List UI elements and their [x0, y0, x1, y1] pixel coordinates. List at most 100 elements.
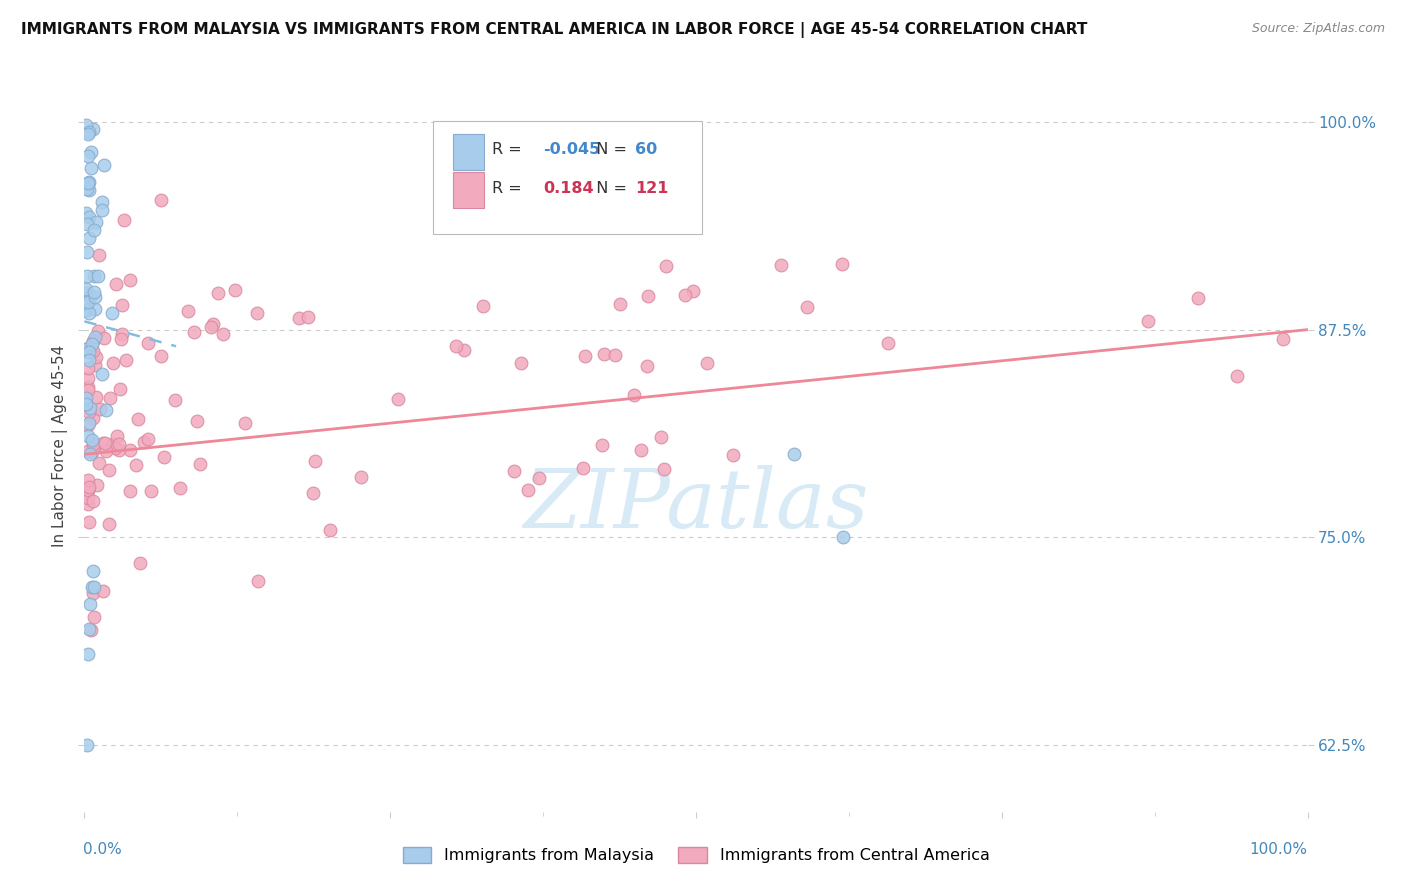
Point — [79, 306, 101, 320]
Point — [76, 268, 98, 283]
Text: 0.184: 0.184 — [543, 181, 593, 196]
Point — [82, 434, 104, 448]
Point — [650, 430, 672, 444]
Point — [91, 583, 114, 598]
Point — [224, 283, 246, 297]
Point — [96, 402, 118, 417]
Point — [82, 121, 104, 136]
Point — [682, 284, 704, 298]
Point — [111, 298, 134, 312]
Point — [80, 624, 103, 638]
Point — [605, 348, 627, 362]
Text: IMMIGRANTS FROM MALAYSIA VS IMMIGRANTS FROM CENTRAL AMERICA IN LABOR FORCE | AGE: IMMIGRANTS FROM MALAYSIA VS IMMIGRANTS F… — [21, 22, 1087, 38]
Point — [77, 353, 100, 368]
Point — [118, 273, 141, 287]
Point — [91, 367, 114, 381]
Text: 121: 121 — [636, 181, 668, 196]
Point — [136, 336, 159, 351]
Point — [77, 371, 100, 385]
Point — [87, 456, 110, 470]
Point — [444, 338, 467, 352]
Point — [83, 269, 105, 284]
Point — [673, 288, 696, 302]
Point — [83, 285, 105, 300]
Point — [318, 523, 340, 537]
Point — [637, 288, 659, 302]
Point — [623, 388, 645, 402]
Point — [120, 483, 142, 498]
Point — [83, 330, 105, 344]
Point — [77, 483, 100, 497]
Point — [77, 417, 100, 432]
Point — [75, 342, 97, 356]
Point — [101, 436, 124, 450]
Point — [79, 597, 101, 611]
Point — [82, 442, 104, 456]
Point — [83, 609, 105, 624]
Point — [83, 580, 105, 594]
Point — [79, 480, 101, 494]
Point — [79, 210, 101, 224]
Point — [79, 416, 101, 430]
Point — [90, 202, 112, 217]
Point — [82, 586, 104, 600]
Point — [84, 290, 107, 304]
Point — [84, 301, 107, 316]
Point — [1226, 368, 1249, 383]
Text: ZIPatlas: ZIPatlas — [523, 465, 869, 544]
Point — [796, 300, 818, 314]
Point — [769, 258, 792, 272]
Point — [87, 248, 110, 262]
Point — [77, 515, 100, 529]
Point — [77, 231, 100, 245]
Point — [613, 164, 636, 178]
Point — [84, 358, 107, 372]
Point — [593, 347, 616, 361]
Point — [132, 435, 155, 450]
Text: -0.045: -0.045 — [543, 142, 600, 157]
Point — [98, 517, 121, 532]
Text: R =: R = — [492, 181, 527, 196]
Point — [1272, 332, 1295, 346]
Point — [387, 392, 409, 406]
Point — [76, 128, 98, 142]
Point — [831, 257, 853, 271]
Text: R =: R = — [492, 142, 527, 157]
Point — [453, 343, 475, 357]
Point — [84, 351, 107, 365]
Point — [246, 306, 269, 320]
Point — [108, 382, 131, 396]
Point — [83, 223, 105, 237]
Point — [80, 445, 103, 459]
Point — [79, 289, 101, 303]
Point — [77, 384, 100, 398]
Point — [76, 294, 98, 309]
Point — [233, 417, 256, 431]
FancyBboxPatch shape — [453, 134, 484, 169]
Point — [201, 317, 224, 331]
Point — [77, 491, 100, 505]
Point — [188, 457, 211, 471]
Point — [247, 574, 270, 589]
Point — [77, 183, 100, 197]
Point — [77, 379, 100, 393]
Point — [84, 214, 107, 228]
Point — [636, 359, 658, 373]
Point — [212, 327, 235, 342]
Point — [93, 158, 115, 172]
Point — [110, 332, 132, 346]
Point — [288, 310, 311, 325]
Point — [82, 336, 104, 351]
Point — [77, 444, 100, 458]
Point — [516, 214, 538, 228]
Point — [1136, 314, 1159, 328]
Point — [77, 176, 100, 190]
Point — [77, 174, 100, 188]
Point — [139, 484, 162, 499]
Text: 60: 60 — [636, 142, 657, 157]
Point — [77, 404, 100, 418]
Point — [86, 477, 108, 491]
Point — [82, 564, 104, 578]
Point — [150, 349, 173, 363]
Point — [721, 448, 744, 462]
